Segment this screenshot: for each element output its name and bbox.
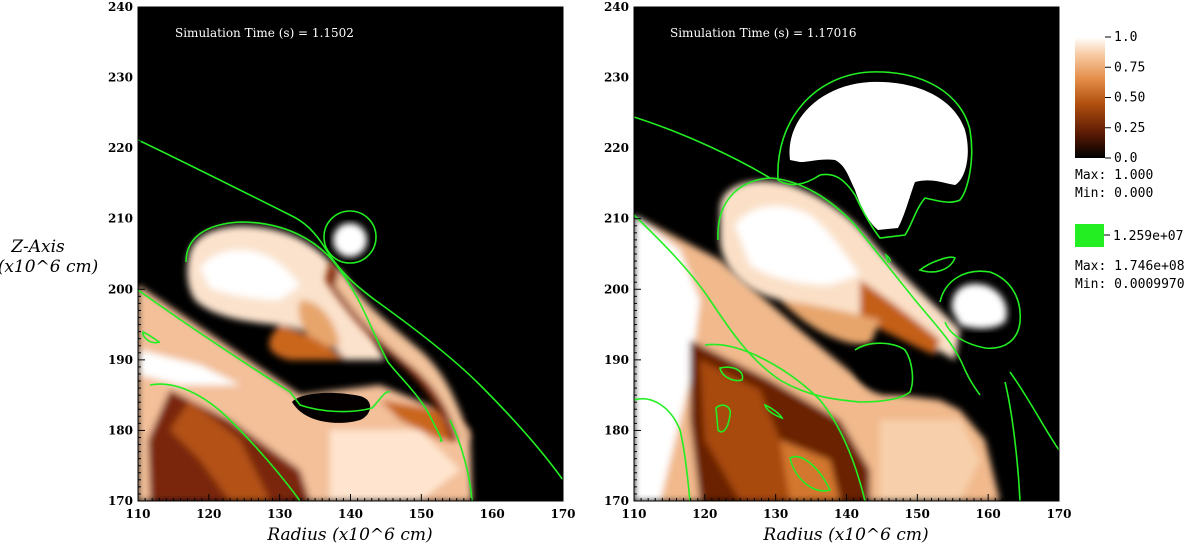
- y-tick-label: 230: [108, 71, 133, 85]
- left-x-axis-title: Radius (x10^6 cm): [266, 525, 432, 544]
- x-tick-label: 140: [834, 507, 859, 521]
- x-tick-label: 110: [125, 507, 150, 521]
- contour-min: Min: 0.0009970: [1075, 277, 1185, 292]
- right-x-axis-title: Radius (x10^6 cm): [762, 525, 928, 544]
- right-density-field: [634, 71, 1059, 501]
- colorbar-ticks: 1.0 0.75 0.50 0.25 0.0: [1105, 30, 1145, 166]
- x-tick-label: 120: [196, 507, 221, 521]
- y-tick-label: 180: [108, 423, 133, 437]
- y-tick-label: 200: [108, 282, 133, 296]
- contour-level: 1.259e+07: [1113, 229, 1183, 244]
- contour-max: Max: 1.746e+08: [1075, 259, 1185, 274]
- y-tick-label: 230: [604, 71, 629, 85]
- left-simulation-time: Simulation Time (s) = 1.1502: [175, 26, 354, 40]
- colorbar-tick-label: 0.75: [1114, 60, 1145, 75]
- colorbar: [1075, 37, 1105, 158]
- x-tick-label: 130: [763, 507, 788, 521]
- y-tick-label: 170: [108, 494, 133, 508]
- right-axis-ticks: 110 120 130 140 150 160 170 170 180 190 200 210 220 2…: [604, 0, 1072, 521]
- y-tick-label: 240: [108, 0, 133, 14]
- y-tick-label: 170: [604, 494, 629, 508]
- x-tick-label: 150: [905, 507, 930, 521]
- y-tick-label: 190: [108, 353, 133, 367]
- x-tick-label: 170: [1046, 507, 1071, 521]
- x-tick-label: 150: [409, 507, 434, 521]
- colorbar-max: Max: 1.000: [1075, 168, 1153, 183]
- legend: 1.0 0.75 0.50 0.25 0.0 Max: 1.000 Min: 0.000…: [1075, 30, 1185, 292]
- y-axis-title-line1: Z-Axis: [10, 237, 65, 257]
- right-simulation-time: Simulation Time (s) = 1.17016: [670, 26, 857, 40]
- colorbar-min: Min: 0.000: [1075, 186, 1153, 201]
- y-axis-title-line2: (x10^6 cm): [0, 257, 98, 277]
- y-tick-label: 210: [604, 212, 629, 226]
- x-tick-label: 110: [621, 507, 646, 521]
- colorbar-tick-label: 0.0: [1114, 151, 1137, 166]
- colorbar-tick-label: 1.0: [1114, 30, 1137, 45]
- x-tick-label: 130: [267, 507, 292, 521]
- y-tick-label: 190: [604, 353, 629, 367]
- y-tick-label: 220: [604, 141, 629, 155]
- y-tick-label: 210: [108, 212, 133, 226]
- left-density-field: [138, 139, 563, 501]
- colorbar-tick-label: 0.25: [1114, 121, 1145, 136]
- x-tick-label: 160: [976, 507, 1001, 521]
- colorbar-tick-label: 0.50: [1114, 91, 1145, 106]
- x-tick-label: 160: [480, 507, 505, 521]
- x-tick-label: 120: [692, 507, 717, 521]
- y-tick-label: 240: [604, 0, 629, 14]
- x-tick-label: 170: [550, 507, 575, 521]
- contour-swatch: [1075, 224, 1104, 247]
- right-panel: Simulation Time (s) = 1.17016 110 120 130 1…: [604, 0, 1072, 544]
- left-axis-ticks: 110 120 130 140 150 160 170 170 180 190 200 210 220 2…: [108, 0, 576, 521]
- y-tick-label: 180: [604, 423, 629, 437]
- y-tick-label: 200: [604, 282, 629, 296]
- left-panel: Simulation Time (s) = 1.1502 110 120 130 14…: [108, 0, 576, 544]
- y-tick-label: 220: [108, 141, 133, 155]
- x-tick-label: 140: [338, 507, 363, 521]
